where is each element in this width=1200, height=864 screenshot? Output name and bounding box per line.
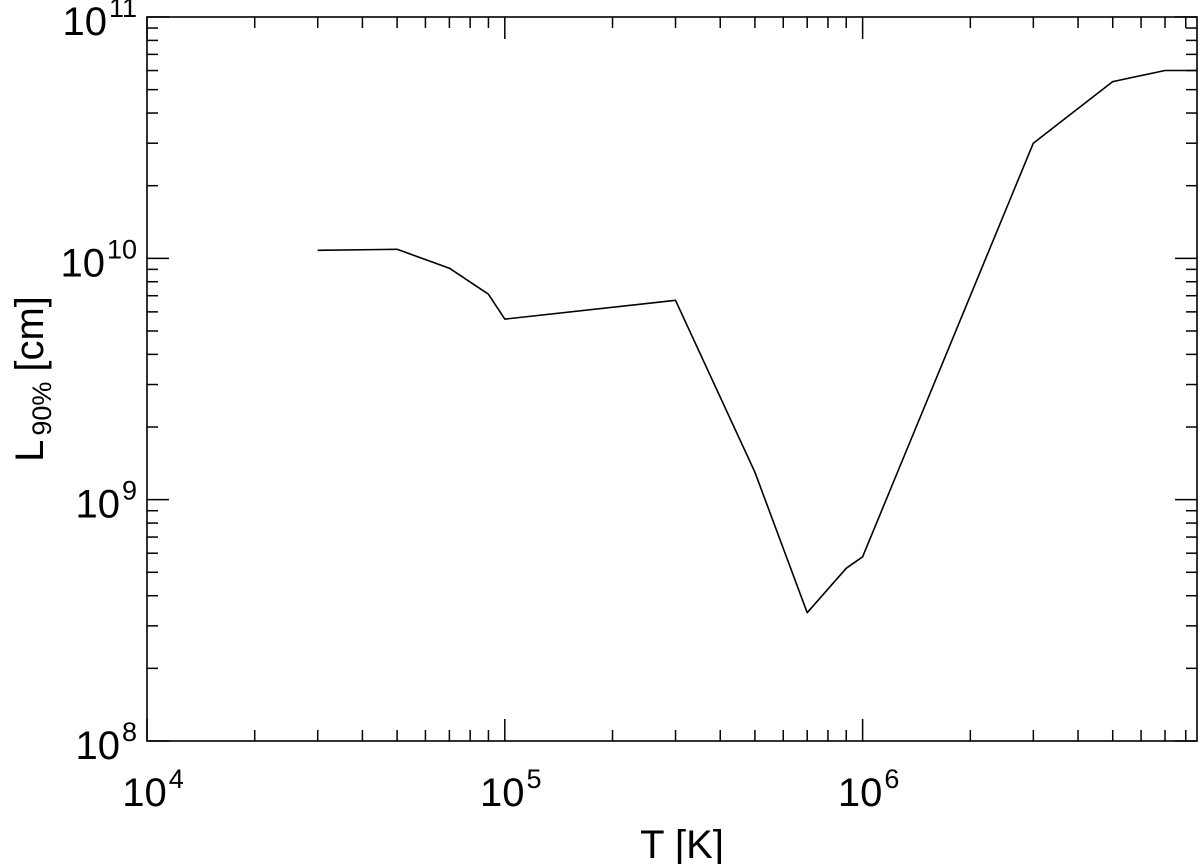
tick-label-base: 10 [75,724,120,768]
tick-label-base: 10 [122,771,167,815]
y-axis-label-main: L [8,440,52,462]
y-minor-ticks [147,27,1197,670]
tick-label-exponent: 10 [107,234,137,264]
plot-frame [146,16,1198,742]
tick-label-exponent: 6 [884,764,899,794]
tick-label-base: 10 [62,0,107,44]
tick-label-base: 10 [75,483,120,527]
tick-label-base: 10 [60,241,105,285]
x-tick-label: 105 [480,764,542,815]
x-tick-labels: 104 105 106 [122,764,899,815]
tick-label-base: 10 [480,771,525,815]
y-tick-label: 1010 [60,234,137,285]
y-tick-label: 108 [75,717,137,768]
y-tick-label: 1011 [62,0,137,44]
y-axis-label-unit: [cm] [8,296,52,372]
y-major-ticks [147,16,1197,742]
tick-label-exponent: 8 [122,717,137,747]
tick-label-exponent: 5 [527,764,542,794]
tick-label-base: 10 [838,771,883,815]
tick-label-exponent: 11 [109,0,137,23]
series-line [317,69,1197,614]
x-major-ticks [146,17,864,741]
x-minor-ticks [253,17,1187,741]
tick-label-exponent: 4 [169,764,184,794]
x-tick-label: 104 [122,764,184,815]
y-tick-label: 109 [75,476,137,527]
y-axis-label-sub: 90% [27,382,57,436]
x-tick-label: 106 [838,764,900,815]
x-axis-label: T [K] [640,823,724,864]
tick-label-exponent: 9 [122,476,137,506]
y-axis-label: L 90% [cm] [8,296,57,462]
